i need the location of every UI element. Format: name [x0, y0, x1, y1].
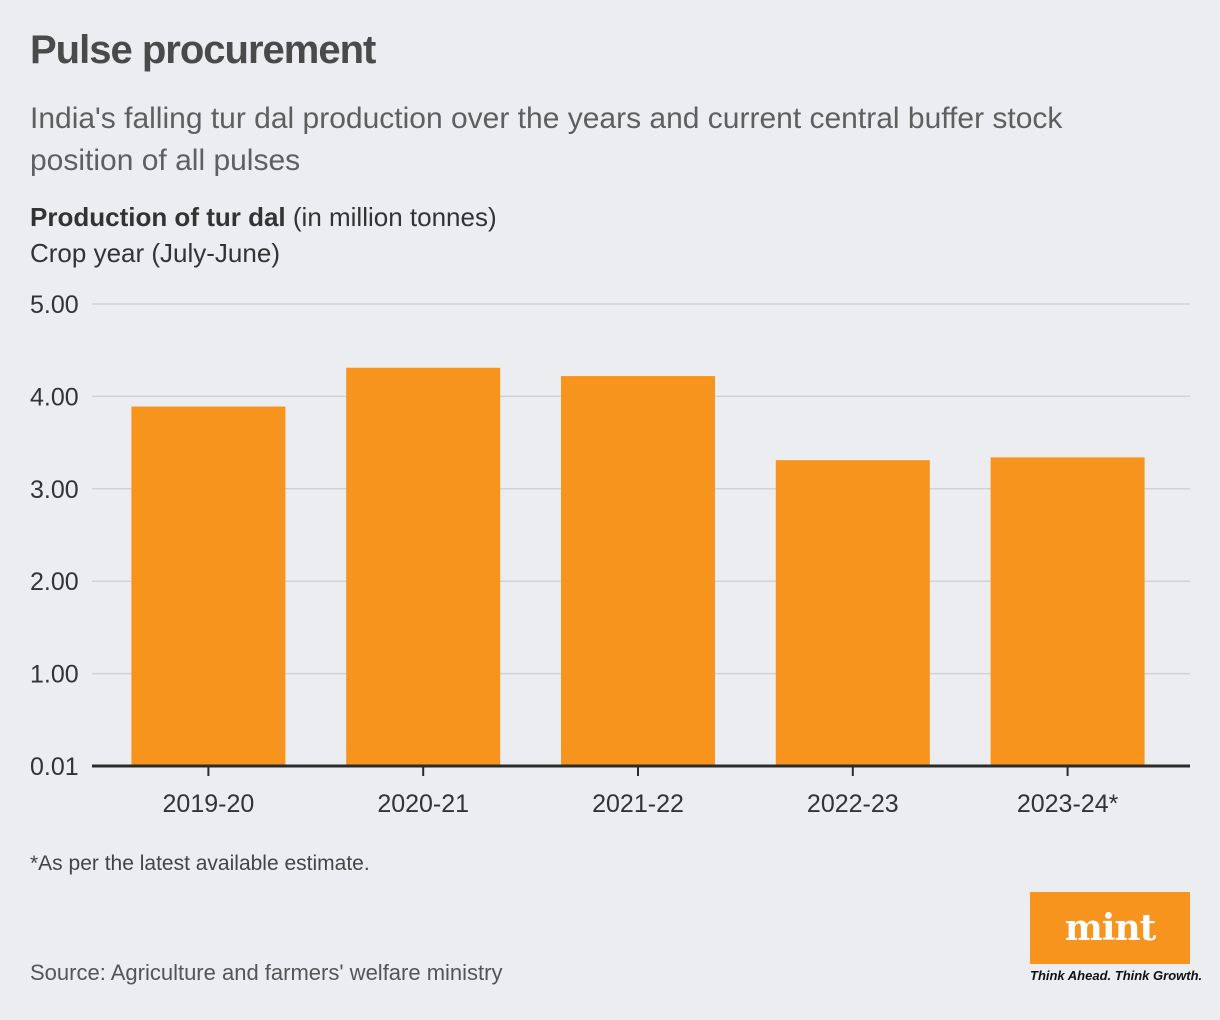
x-tick-label: 2020-21 [377, 790, 469, 818]
y-tick-label: 0.01 [30, 753, 79, 781]
bar-2023-24 [990, 457, 1145, 766]
y-axis-ticks: 5.00 4.00 3.00 2.00 1.00 0.01 [30, 291, 79, 781]
chart-heading: Production of tur dal (in million tonnes… [30, 202, 497, 233]
y-tick-label: 3.00 [30, 476, 79, 504]
bar-2019-20 [131, 406, 286, 766]
logo-tagline: Think Ahead. Think Growth. [1030, 968, 1203, 983]
chart-heading-unit: (in million tonnes) [285, 202, 497, 232]
bar-chart: 5.004.003.002.001.000.01 2019-20 2020-21 2… [30, 291, 1190, 818]
bar-2021-22 [561, 376, 715, 766]
bar-2020-21 [346, 367, 501, 766]
chart-subheading: Crop year (July-June) [30, 238, 280, 268]
source-note: Source: Agriculture and farmers' welfare… [30, 960, 503, 985]
logo-wordmark: mint [1064, 907, 1157, 949]
chart-subtitle: India's falling tur dal production over … [30, 102, 1063, 177]
y-tick-label: 2.00 [30, 568, 79, 596]
x-tick-label: 2019-20 [163, 790, 255, 818]
x-axis [92, 764, 1190, 776]
y-tick-label: 1.00 [30, 661, 79, 689]
bar-2022-23 [775, 460, 930, 766]
y-tick-label: 4.00 [30, 383, 79, 411]
bars [131, 367, 1145, 766]
mint-logo: mint [1030, 892, 1190, 964]
x-tick-label: 2023-24* [1017, 790, 1119, 818]
y-tick-label: 5.00 [30, 291, 79, 319]
footnote: *As per the latest available estimate. [30, 852, 370, 875]
x-axis-labels: 2019-20 2020-21 2021-22 2022-23 2023-24* [163, 790, 1119, 818]
x-tick-label: 2022-23 [807, 790, 899, 818]
chart-heading-bold: Production of tur dal [30, 202, 286, 232]
x-tick-label: 2021-22 [592, 790, 684, 818]
chart-title: Pulse procurement [30, 28, 376, 72]
